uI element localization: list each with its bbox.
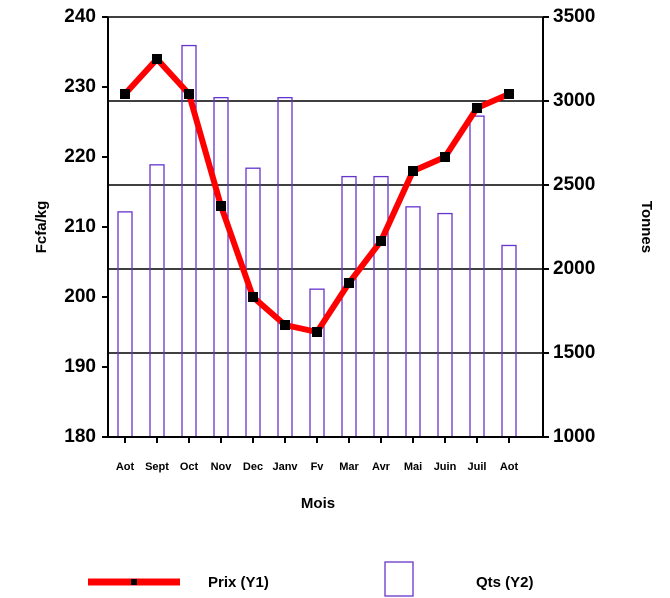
bar [405, 206, 421, 438]
bar [469, 115, 485, 438]
y2-tick-label: 3000 [553, 90, 595, 111]
legend-label: Qts (Y2) [476, 574, 534, 591]
bar [341, 175, 357, 438]
x-tick-label: Juin [434, 461, 457, 473]
price-marker [376, 236, 386, 246]
y-axis-label: Fcfa/kg [33, 201, 50, 254]
price-marker [248, 292, 258, 302]
x-tick-label: Avr [372, 461, 391, 473]
y2-tick-label: 3500 [553, 6, 595, 27]
x-tick-label: Aot [116, 461, 135, 473]
y-tick-label: 240 [64, 6, 96, 27]
y2-tick-label: 1500 [553, 342, 595, 363]
price-marker [152, 54, 162, 64]
price-marker [280, 320, 290, 330]
y-tick-label: 200 [64, 286, 96, 307]
y2-tick-label: 1000 [553, 426, 595, 447]
x-tick-label: Nov [211, 461, 233, 473]
bar [309, 288, 325, 438]
y-tick-label: 210 [64, 216, 96, 237]
price-marker [504, 89, 514, 99]
price-marker [408, 166, 418, 176]
x-tick-label: Sept [145, 461, 169, 473]
x-tick-label: Dec [243, 461, 263, 473]
x-tick-label: Mar [339, 461, 359, 473]
bar [117, 211, 133, 438]
y-tick-label: 190 [64, 356, 96, 377]
x-tick-label: Aot [500, 461, 519, 473]
price-marker [216, 201, 226, 211]
y-tick-label: 180 [64, 426, 96, 447]
x-tick-label: Oct [180, 461, 199, 473]
price-marker [472, 103, 482, 113]
legend-label: Prix (Y1) [208, 574, 269, 591]
price-marker [120, 89, 130, 99]
x-tick-label: Mai [404, 461, 422, 473]
price-marker [184, 89, 194, 99]
bar [373, 175, 389, 438]
x-axis-label: Mois [301, 495, 335, 512]
bar [501, 244, 517, 438]
legend-marker [131, 579, 137, 585]
y2-axis-label: Tonnes [638, 201, 655, 253]
bar [437, 212, 453, 438]
y2-tick-label: 2000 [553, 258, 595, 279]
price-marker [440, 152, 450, 162]
bar [213, 96, 229, 438]
bar [149, 164, 165, 438]
x-tick-label: Juil [468, 461, 487, 473]
y2-tick-label: 2500 [553, 174, 595, 195]
y-tick-label: 230 [64, 76, 96, 97]
y-tick-label: 220 [64, 146, 96, 167]
price-marker [344, 278, 354, 288]
bar [277, 96, 293, 438]
x-tick-label: Fv [311, 461, 325, 473]
legend-swatch [384, 561, 414, 597]
price-marker [312, 327, 322, 337]
x-tick-label: Janv [272, 461, 298, 473]
